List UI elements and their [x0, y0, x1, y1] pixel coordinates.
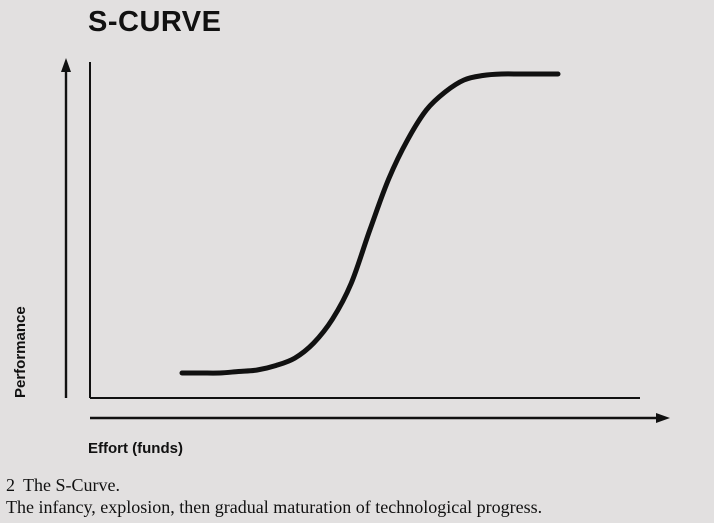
- figure-caption: 2 The S-Curve. The infancy, explosion, th…: [6, 474, 706, 518]
- caption-text: The infancy, explosion, then gradual mat…: [6, 497, 543, 517]
- x-axis-label: Effort (funds): [88, 440, 183, 457]
- caption-title-line: 2 The S-Curve.: [6, 474, 706, 496]
- y-axis-arrow-icon: [61, 58, 71, 72]
- y-axis-label: Performance: [12, 306, 29, 398]
- figure-number: 2: [6, 475, 15, 495]
- chart-title: S-CURVE: [88, 6, 222, 38]
- caption-title: The S-Curve.: [23, 475, 120, 495]
- x-axis-arrow-icon: [656, 413, 670, 423]
- series-line: [179, 71, 561, 376]
